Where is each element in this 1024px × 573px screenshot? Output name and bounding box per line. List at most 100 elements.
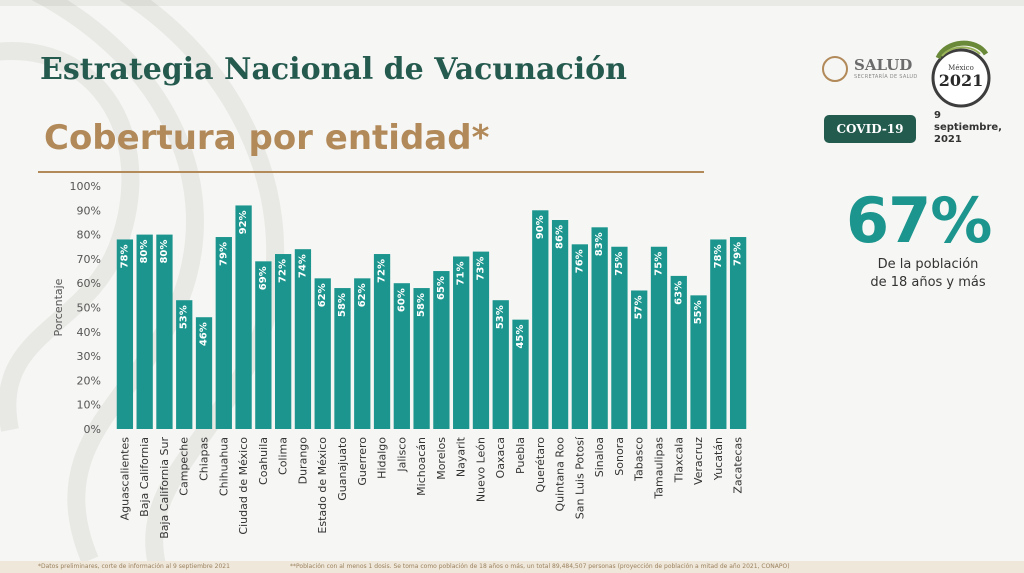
- bar: [136, 234, 153, 429]
- y-tick-label: 60%: [77, 277, 101, 290]
- bar-value-label: 57%: [634, 295, 645, 319]
- bar-value-label: 86%: [555, 225, 566, 249]
- x-tick-label: San Luis Potosí: [573, 436, 586, 519]
- bar: [611, 246, 628, 429]
- x-tick-label: Tabasco: [633, 437, 646, 482]
- bar-value-label: 72%: [377, 259, 388, 283]
- x-tick-label: Nayarit: [455, 436, 468, 477]
- bar-value-label: 75%: [653, 252, 664, 276]
- bar-value-label: 65%: [436, 276, 447, 300]
- bar-value-label: 79%: [733, 242, 744, 266]
- x-tick-label: Hidalgo: [376, 437, 389, 479]
- bar-value-label: 73%: [475, 257, 486, 281]
- page-title: Estrategia Nacional de Vacunación: [40, 52, 627, 87]
- bar: [551, 220, 569, 429]
- x-axis-labels: Aguascalientes Baja California Baja Califo…: [118, 436, 744, 539]
- bar-value-label: 60%: [396, 288, 407, 312]
- bar: [453, 256, 470, 429]
- bar-value-label: 62%: [357, 283, 368, 307]
- bar: [195, 317, 213, 429]
- bar-value-label: 45%: [515, 325, 526, 349]
- salud-logo-text: SALUD: [854, 56, 913, 74]
- bar: [314, 278, 331, 429]
- x-tick-label: Quintana Roo: [554, 437, 567, 512]
- bar: [334, 288, 351, 429]
- x-tick-label: Baja California: [138, 437, 151, 517]
- x-tick-label: Sinaloa: [593, 437, 606, 477]
- national-coverage-value: 67%: [846, 184, 992, 257]
- coverage-bar-chart: 0% 10% 20% 30% 40% 50% 60% 70% 80% 90% 100% Porcen…: [52, 180, 747, 539]
- bar: [512, 319, 529, 429]
- bar-value-label: 58%: [416, 293, 427, 317]
- x-tick-label: Morelos: [435, 437, 448, 480]
- page-subtitle: Cobertura por entidad*: [44, 118, 490, 158]
- bar: [116, 239, 134, 429]
- bar-value-label: 71%: [456, 261, 467, 285]
- bar-value-label: 53%: [179, 305, 190, 329]
- mexico-2021-logo: México 2021: [931, 40, 991, 108]
- bar: [532, 210, 549, 429]
- x-tick-label: Guerrero: [356, 437, 369, 486]
- title-divider: [38, 171, 704, 173]
- x-tick-label: Baja California Sur: [158, 437, 171, 539]
- bar-value-label: 72%: [278, 259, 289, 283]
- y-tick-label: 20%: [77, 374, 101, 387]
- covid-badge: COVID-19: [824, 115, 916, 143]
- y-axis: 0% 10% 20% 30% 40% 50% 60% 70% 80% 90% 100%: [70, 180, 101, 436]
- bar: [631, 290, 648, 429]
- bar-value-label: 69%: [258, 266, 269, 290]
- mexico-logo-year: 2021: [939, 71, 984, 90]
- bar: [472, 251, 490, 429]
- bar-value-label: 75%: [614, 252, 625, 276]
- national-coverage-description: De la población de 18 años y más: [870, 257, 986, 290]
- bar: [373, 254, 391, 429]
- salud-logo: SALUD SECRETARÍA DE SALUD: [822, 56, 922, 84]
- bar-value-label: 79%: [218, 242, 229, 266]
- bar: [670, 275, 687, 429]
- mexico-logo-word: México: [948, 64, 974, 72]
- x-tick-label: Chihuahua: [217, 437, 230, 496]
- bar: [413, 288, 430, 429]
- salud-emblem-icon: [822, 56, 848, 82]
- bar: [275, 254, 292, 429]
- x-tick-label: Zacatecas: [732, 437, 745, 494]
- bar-value-label: 46%: [199, 322, 210, 346]
- footer-strip: [0, 561, 1024, 573]
- bar-value-label: 78%: [119, 244, 130, 268]
- x-tick-label: Ciudad de México: [237, 437, 250, 535]
- bar: [690, 295, 707, 429]
- x-tick-label: Veracruz: [692, 437, 705, 485]
- bar-value-label: 78%: [713, 244, 724, 268]
- bar: [156, 234, 173, 429]
- bar: [650, 246, 668, 429]
- bar-value-label: 74%: [297, 254, 308, 278]
- x-tick-label: Querétaro: [534, 437, 547, 493]
- report-date: 9 septiembre, 2021: [934, 110, 1002, 145]
- x-tick-label: Puebla: [514, 437, 527, 474]
- bar: [492, 300, 509, 429]
- bar-value-label: 80%: [159, 240, 170, 264]
- bar-value-label: 63%: [673, 281, 684, 305]
- x-tick-label: Nuevo León: [474, 437, 487, 502]
- x-tick-label: Chiapas: [198, 437, 211, 481]
- y-tick-label: 40%: [77, 326, 101, 339]
- x-tick-label: Sonora: [613, 437, 626, 476]
- x-tick-label: Aguascalientes: [118, 437, 131, 521]
- bar: [433, 271, 450, 429]
- bar: [294, 249, 312, 429]
- x-tick-label: Durango: [296, 437, 309, 485]
- y-tick-label: 100%: [70, 180, 101, 193]
- bar: [571, 244, 588, 429]
- y-tick-label: 30%: [77, 350, 101, 363]
- bars-group: 78% 80% 80% 53% 46% 79% 92% 69% 72% 74% 62% 58% 62% 7…: [116, 205, 747, 429]
- bar: [591, 227, 608, 429]
- x-tick-label: Yucatán: [712, 437, 725, 481]
- bar: [354, 278, 371, 429]
- x-tick-label: Tamaulipas: [652, 437, 665, 500]
- y-axis-label: Porcentaje: [52, 278, 65, 336]
- bar-value-label: 83%: [594, 232, 605, 256]
- bar-value-label: 62%: [317, 283, 328, 307]
- bar-value-label: 58%: [337, 293, 348, 317]
- bar: [235, 205, 252, 429]
- x-tick-label: Tlaxcala: [672, 437, 685, 483]
